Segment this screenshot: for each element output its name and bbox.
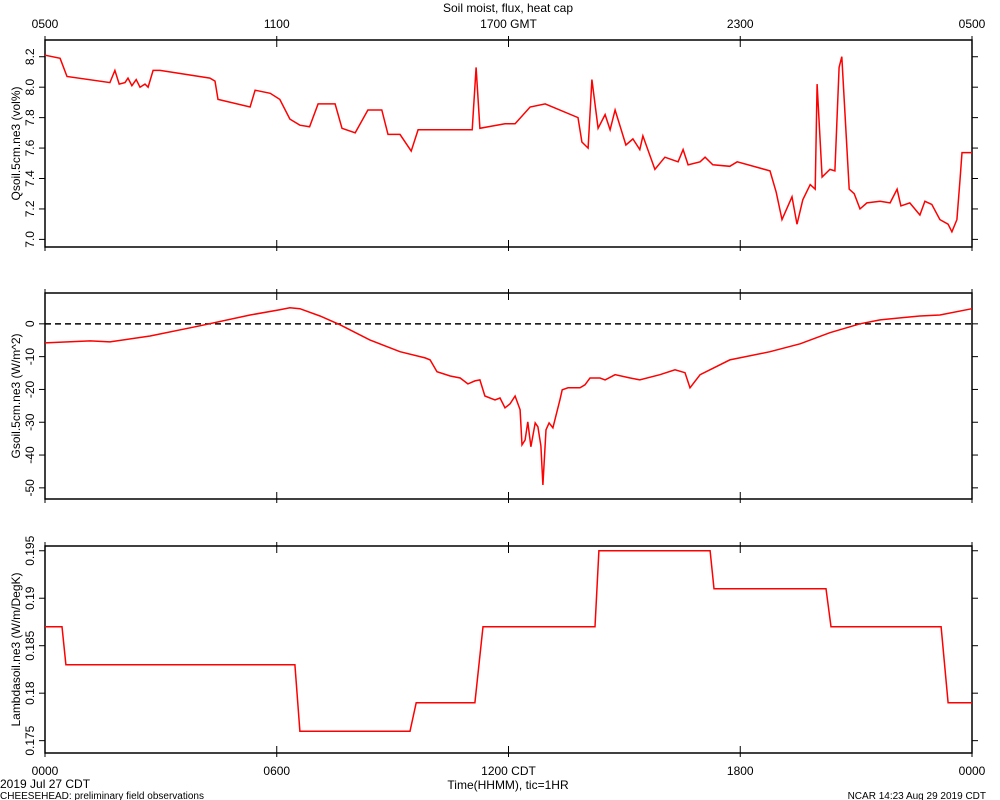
x-tick-label: 0600 [263,764,290,778]
x-top-tick-label: 1700 GMT [480,17,537,31]
y-tick-label: 0.195 [23,535,37,565]
y-tick-label: 7.0 [23,231,37,248]
y-tick-label: 0.19 [23,586,37,610]
x-tick-label: 0000 [32,764,59,778]
y-axis-label: Lambdasoil.ne3 (W/m/DegK) [9,572,23,726]
y-tick-label: 7.8 [23,109,37,126]
y-tick-label: 7.6 [23,139,37,156]
y-tick-label: 0.175 [23,725,37,755]
x-tick-label: 1800 [727,764,754,778]
x-axis-label: Time(HHMM), tic=1HR [447,778,569,792]
y-tick-label: 7.2 [23,200,37,217]
x-top-tick-label: 0500 [32,17,59,31]
y-tick-label: 0 [23,320,37,327]
y-tick-label: 8.0 [23,79,37,96]
y-tick-label: 8.2 [23,48,37,65]
y-tick-label: 0.185 [23,630,37,660]
x-top-tick-label: 2300 [727,17,754,31]
footer-left: CHEESEHEAD: preliminary field observatio… [0,791,204,800]
y-tick-label: 0.18 [23,681,37,705]
y-tick-label: -30 [23,413,37,431]
y-tick-label: -10 [23,348,37,366]
plot-frame [44,39,973,248]
footer-right: NCAR 14:23 Aug 29 2019 CDT [848,791,986,800]
plot-frame [44,545,973,754]
x-top-tick-label: 0500 [959,17,986,31]
y-axis-label: Gsoil.5cm.ne3 (W/m^2) [9,334,23,459]
y-tick-label: 7.4 [23,170,37,187]
x-tick-label: 0000 [959,764,986,778]
data-line [44,307,973,485]
data-line [45,549,972,732]
x-top-tick-label: 1100 [264,17,290,31]
y-tick-label: -20 [23,380,37,398]
chart-title: Soil moist, flux, heat cap [443,1,573,15]
y-tick-label: -40 [23,446,37,464]
y-tick-label: -50 [23,479,37,497]
x-tick-label: 1200 CDT [481,764,536,778]
data-line [44,54,972,234]
y-axis-label: Qsoil.5cm.ne3 (vol%) [9,86,23,200]
date-label: 2019 Jul 27 CDT [0,777,91,791]
